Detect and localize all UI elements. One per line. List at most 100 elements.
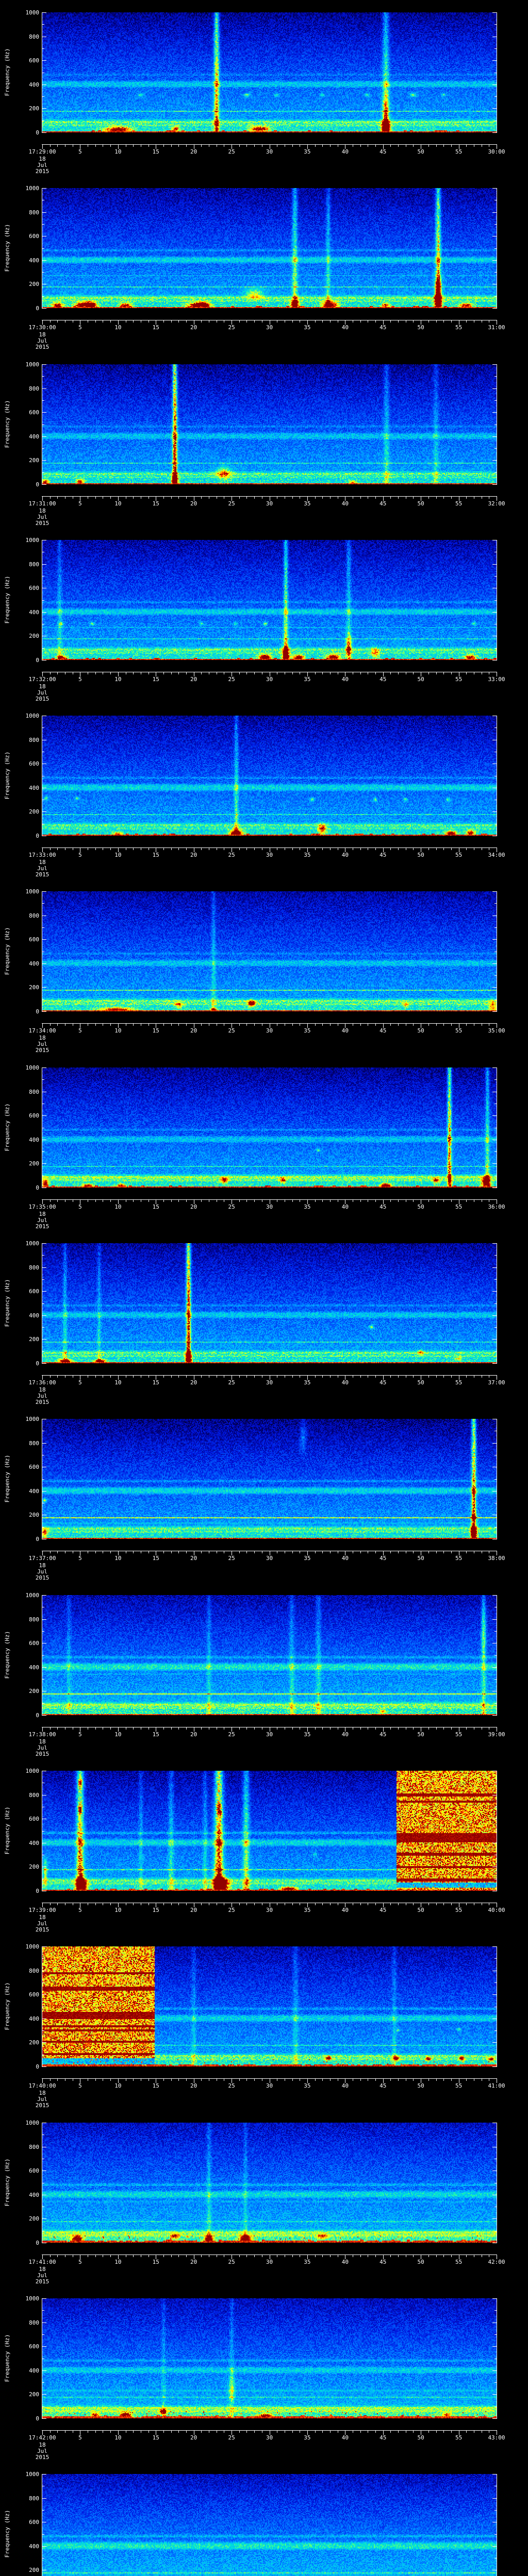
x-axis-line (42, 1023, 497, 1024)
y-minor-tick (494, 2310, 497, 2311)
x-major-tick (307, 2431, 308, 2435)
x-start-time-label: 17:31:00 (28, 500, 56, 507)
y-major-tick (492, 2042, 497, 2043)
x-minor-tick (133, 1024, 134, 1026)
y-tick-label: 200 (29, 1512, 39, 1519)
x-minor-tick (413, 145, 414, 147)
x-minor-tick (95, 1200, 96, 1202)
y-major-tick (42, 1315, 46, 1316)
x-minor-tick (239, 1727, 240, 1730)
x-minor-tick (148, 1727, 149, 1730)
y-major-tick (492, 1946, 497, 1947)
date-month-label: Jul (37, 1393, 47, 1399)
y-axis-title: Frequency (Hz) (4, 400, 11, 448)
x-major-tick (118, 145, 119, 149)
x-tick-label: 25 (228, 1204, 235, 1210)
y-minor-tick (494, 1303, 497, 1304)
x-minor-tick (436, 848, 437, 850)
date-year-label: 2015 (35, 520, 50, 527)
x-tick-label: 15 (152, 1027, 159, 1034)
x-tick-label: 30 (266, 1204, 273, 1210)
x-minor-tick (95, 2079, 96, 2081)
x-minor-tick (178, 320, 179, 323)
x-tick-label: 35 (304, 2259, 311, 2265)
x-minor-tick (360, 145, 361, 147)
x-tick-label: 55 (455, 148, 463, 155)
x-minor-tick (329, 145, 331, 147)
x-minor-tick (148, 1024, 149, 1026)
x-tick-label: 15 (152, 2259, 159, 2265)
date-year-label: 2015 (35, 1926, 50, 1933)
x-minor-tick (186, 2079, 187, 2081)
x-minor-tick (436, 320, 437, 323)
date-day-label: 18 (39, 1386, 46, 1393)
x-minor-tick (398, 320, 399, 323)
y-tick-label: 400 (29, 1312, 39, 1319)
x-minor-tick (322, 672, 323, 674)
x-tick-label: 55 (455, 324, 463, 331)
y-major-tick (42, 1715, 46, 1716)
x-major-tick (118, 848, 119, 852)
x-minor-tick (428, 497, 429, 499)
y-major-tick (42, 1291, 46, 1292)
x-minor-tick (95, 1903, 96, 1905)
x-tick-label: 10 (114, 676, 122, 683)
y-tick-label: 600 (29, 1640, 39, 1647)
y-minor-tick (494, 1831, 497, 1832)
x-minor-tick (50, 145, 51, 147)
x-tick-label: 45 (380, 2434, 387, 2441)
y-minor-tick (494, 648, 497, 649)
x-minor-tick (451, 320, 452, 323)
x-major-tick (383, 672, 384, 676)
x-minor-tick (451, 672, 452, 674)
y-major-tick (42, 2370, 46, 2371)
x-minor-tick (428, 2079, 429, 2081)
x-minor-tick (315, 1903, 316, 1905)
date-month-label: Jul (37, 1217, 47, 1224)
x-minor-tick (466, 1903, 467, 1905)
x-tick-label: 15 (152, 1907, 159, 1913)
x-minor-tick (466, 2431, 467, 2433)
x-minor-tick (239, 1376, 240, 1378)
x-tick-label: 35 (304, 1027, 311, 1034)
x-minor-tick (413, 848, 414, 850)
x-tick-label: 5 (78, 148, 82, 155)
x-minor-tick (428, 672, 429, 674)
y-tick-label: 600 (29, 1464, 39, 1471)
y-major-tick (42, 1163, 46, 1164)
y-major-tick (492, 484, 497, 485)
x-tick-label: 55 (455, 676, 463, 683)
x-minor-tick (163, 1551, 164, 1553)
y-minor-tick (42, 296, 44, 297)
y-minor-tick (42, 975, 44, 976)
x-tick-label: 5 (78, 2082, 82, 2089)
x-minor-tick (95, 497, 96, 499)
x-tick-label: 35 (304, 2082, 311, 2089)
x-tick-label: 15 (152, 852, 159, 858)
x-minor-tick (428, 1551, 429, 1553)
x-minor-tick (390, 1551, 391, 1553)
x-start-time-label: 17:36:00 (28, 1379, 56, 1386)
x-tick-label: 10 (114, 852, 122, 858)
x-tick-label: 45 (380, 1027, 387, 1034)
x-tick-label: 50 (417, 148, 424, 155)
y-major-tick (492, 564, 497, 565)
y-major-tick (492, 1363, 497, 1364)
x-minor-tick (360, 1024, 361, 1026)
x-minor-tick (322, 320, 323, 323)
x-start-time-label: 17:30:00 (28, 324, 56, 331)
x-end-time-label: 35:00 (488, 1027, 505, 1034)
y-minor-tick (42, 2382, 44, 2383)
x-minor-tick (428, 1727, 429, 1730)
x-minor-tick (443, 2255, 444, 2257)
x-minor-tick (239, 2431, 240, 2433)
y-major-tick (492, 188, 497, 189)
x-tick-label: 30 (266, 1027, 273, 1034)
y-minor-tick (42, 1655, 44, 1656)
y-tick-label: 1000 (25, 713, 40, 719)
x-tick-label: 50 (417, 1204, 424, 1210)
x-minor-tick (292, 497, 293, 499)
x-tick-label: 20 (190, 2082, 197, 2089)
y-minor-tick (42, 1527, 44, 1528)
x-minor-tick (239, 1903, 240, 1905)
